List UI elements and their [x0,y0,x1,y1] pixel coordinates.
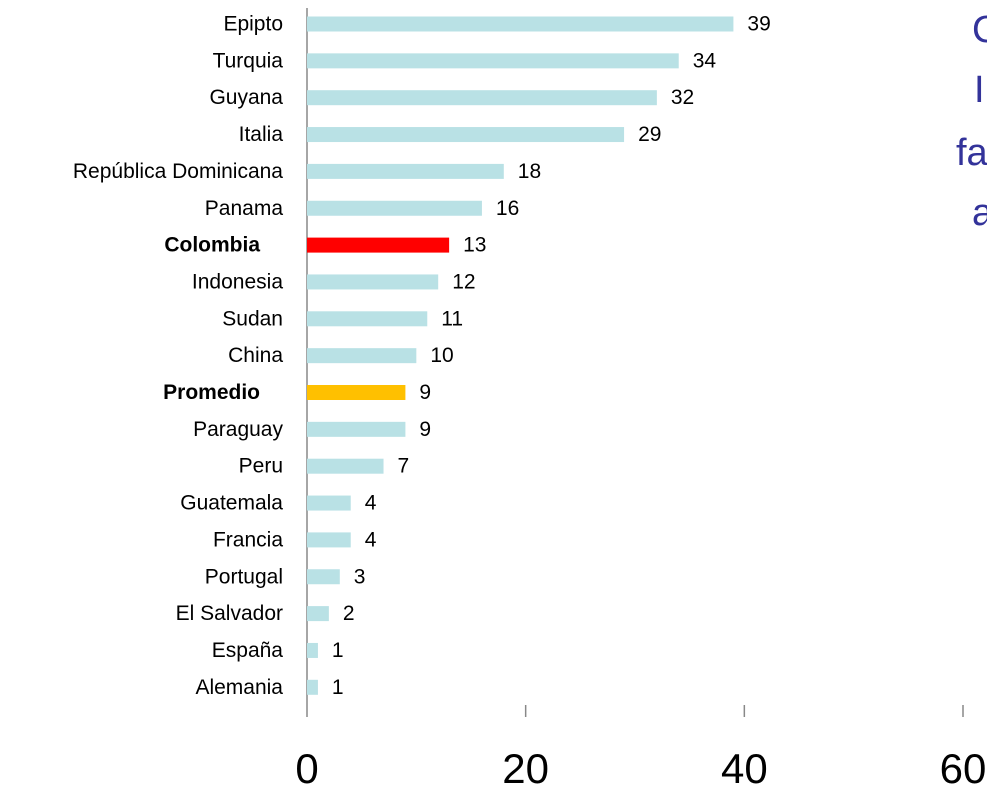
bar [307,385,406,400]
category-label: Peru [239,455,283,478]
value-label: 16 [496,197,519,220]
value-label: 1 [332,639,344,662]
value-label: 13 [463,234,486,257]
bar [307,311,428,327]
category-label: Epipto [223,13,283,36]
bar [307,200,482,216]
x-tick-label: 20 [502,745,549,792]
category-label: Colombia [164,234,260,257]
value-label: 10 [430,344,453,367]
x-tick-label: 0 [295,745,318,792]
value-label: 34 [693,49,717,72]
bar [307,53,679,69]
value-label: 4 [365,492,377,515]
x-tick-label: 60 [940,745,987,792]
bar [307,532,351,548]
value-label: 9 [419,381,431,404]
bar [307,237,450,253]
bar [307,274,439,290]
value-label: 18 [518,160,541,183]
bar [307,642,318,658]
bar [307,90,657,106]
annotation: fa [956,132,987,174]
bar [307,421,406,437]
category-label: Promedio [163,381,260,404]
annotation-group: C I fa a [956,9,987,234]
bar [307,127,625,143]
category-label: Francia [213,528,283,551]
bar [307,16,734,32]
value-label: 9 [419,418,431,441]
value-label: 4 [365,528,377,551]
category-label: Portugal [205,565,283,588]
value-label: 39 [747,13,770,36]
value-label: 32 [671,86,694,109]
category-label: Sudan [222,307,283,330]
value-label: 11 [441,307,463,330]
bar [307,679,318,695]
value-label: 7 [398,455,410,478]
annotation: I [974,69,985,111]
bar [307,348,417,364]
category-label: Indonesia [192,270,283,293]
bar [307,458,384,474]
category-label: Guyana [209,86,283,109]
category-label: Paraguay [193,418,283,441]
category-label: Italia [239,123,284,146]
x-tick-label: 40 [721,745,768,792]
category-label: Guatemala [180,492,283,515]
category-label: China [228,344,283,367]
category-label: Panama [205,197,284,220]
bar [307,606,329,622]
category-label: República Dominicana [73,160,283,183]
category-label: El Salvador [176,602,283,625]
annotation: a [972,192,987,234]
value-label: 1 [332,676,344,699]
value-label: 2 [343,602,355,625]
annotation: C [972,9,987,51]
value-label: 12 [452,270,475,293]
value-label: 29 [638,123,661,146]
bar [307,163,504,179]
category-label: España [212,639,284,662]
category-label: Alemania [195,676,283,699]
bar [307,495,351,511]
bar [307,569,340,585]
value-label: 3 [354,565,366,588]
category-label: Turquia [213,49,284,72]
